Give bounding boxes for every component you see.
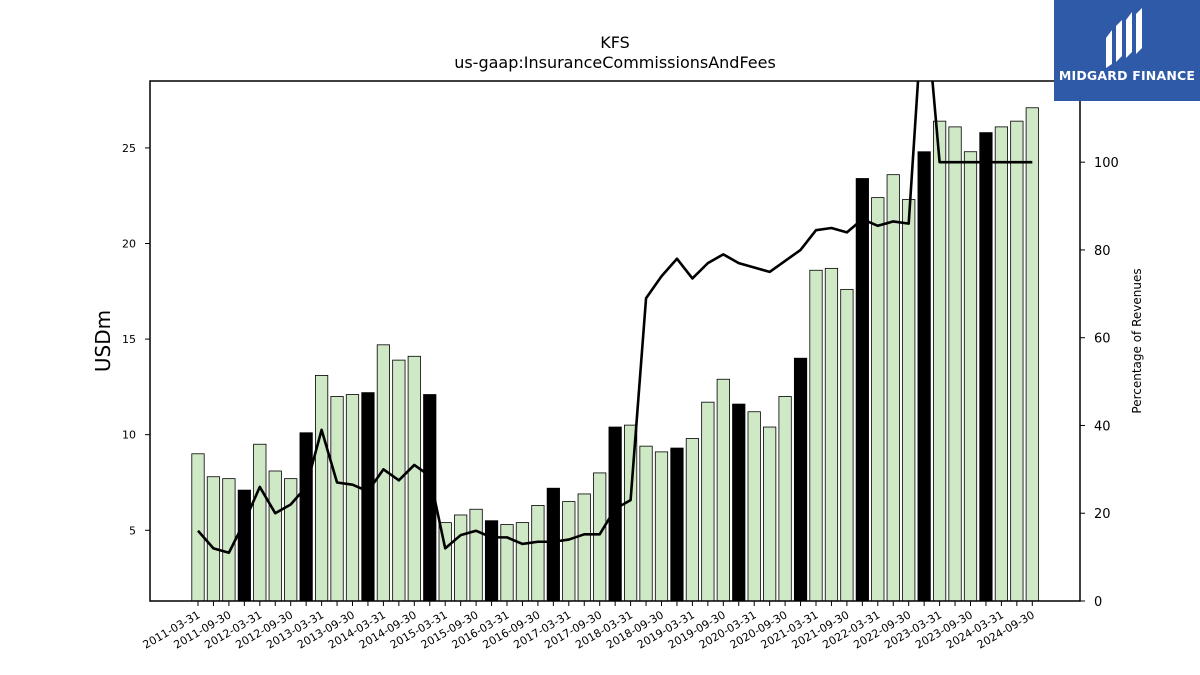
bar	[284, 478, 298, 602]
bar-q4	[917, 151, 931, 602]
bar	[531, 505, 545, 602]
bar	[840, 288, 854, 602]
bar	[763, 426, 777, 602]
bar-q4	[979, 132, 993, 602]
bar	[407, 355, 421, 602]
y-tick-label: 20	[122, 238, 136, 251]
bar	[902, 199, 916, 602]
bar-q4	[546, 487, 560, 602]
bar	[1025, 107, 1039, 602]
x-axis: 2011-03-312011-09-302012-03-312012-09-30…	[141, 601, 1037, 652]
bar	[206, 476, 221, 602]
chart-title: KFS	[600, 33, 630, 52]
percentage-line	[197, 81, 1033, 555]
line-series	[197, 81, 1033, 555]
y2-axis-label: Percentage of Revenues	[1130, 268, 1144, 413]
y-axis-left: 5 10 15 20 25	[122, 142, 150, 537]
bar	[577, 493, 591, 602]
y-tick-label: 5	[129, 524, 136, 537]
bar	[454, 514, 468, 602]
y2-tick-label: 20	[1094, 507, 1111, 522]
bar	[268, 470, 282, 602]
bar-q4	[299, 432, 313, 602]
bar	[747, 411, 761, 602]
bar	[330, 396, 344, 602]
bar-q4	[732, 403, 746, 602]
bar	[562, 501, 576, 602]
bar	[654, 451, 669, 602]
y-tick-label: 15	[122, 333, 136, 346]
bar	[191, 453, 205, 602]
y2-tick-label: 60	[1094, 332, 1111, 347]
bar	[438, 522, 452, 602]
bar	[701, 401, 715, 602]
chart-subtitle: us-gaap:InsuranceCommissionsAndFees	[454, 53, 776, 72]
midgard-logo-icon	[1106, 8, 1142, 68]
bar	[824, 267, 839, 602]
brand-name: MIDGARD FINANCE	[1058, 68, 1196, 83]
bar	[593, 472, 607, 602]
bar	[253, 443, 267, 602]
bar-q4	[237, 489, 251, 602]
bar	[948, 126, 962, 602]
bar	[963, 151, 978, 602]
bar	[345, 394, 360, 602]
bar	[716, 378, 730, 602]
bar	[314, 375, 329, 602]
bar	[685, 438, 700, 602]
y-tick-label: 25	[122, 142, 136, 155]
bar	[222, 478, 236, 602]
bar	[886, 174, 900, 602]
y2-tick-label: 40	[1094, 419, 1111, 434]
bar	[639, 445, 653, 602]
bar	[515, 522, 530, 602]
y2-tick-label: 100	[1094, 156, 1119, 171]
y-axis-right: 0 20 40 60 80 100	[1080, 156, 1119, 610]
bar	[469, 508, 483, 602]
bar	[778, 396, 792, 602]
bar	[1010, 120, 1024, 602]
bar	[871, 197, 885, 602]
brand-logo: MIDGARD FINANCE	[1054, 0, 1200, 101]
bar	[809, 269, 823, 602]
y-axis-label: USDm	[91, 310, 115, 372]
bar-q4	[361, 392, 375, 602]
bar	[933, 120, 947, 602]
bar-q4	[484, 520, 499, 602]
bar-q4	[670, 447, 684, 602]
y2-tick-label: 80	[1094, 244, 1111, 259]
y2-tick-label: 0	[1094, 595, 1102, 610]
bar-q4	[793, 357, 808, 602]
bar	[500, 524, 514, 602]
bar	[994, 126, 1009, 602]
bar-q4	[855, 178, 869, 602]
y-tick-label: 10	[122, 429, 136, 442]
